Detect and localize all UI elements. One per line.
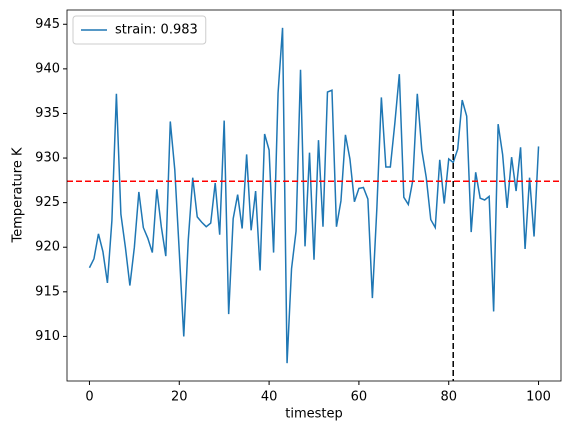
y-tick-label: 935 (35, 106, 60, 121)
y-tick-label: 945 (35, 17, 60, 32)
y-tick-label: 930 (35, 151, 60, 166)
x-tick-label: 40 (261, 390, 278, 405)
y-tick-label: 910 (35, 329, 60, 344)
x-tick-label: 80 (440, 390, 457, 405)
legend-box (72, 15, 207, 45)
y-tick-label: 925 (35, 195, 60, 210)
y-tick-label: 915 (35, 284, 60, 299)
x-tick-label: 0 (85, 390, 93, 405)
y-axis-label: Temperature K (11, 147, 26, 243)
plot-frame (66, 9, 562, 382)
x-axis-label: timestep (285, 407, 343, 422)
y-tick-label: 920 (35, 240, 60, 255)
y-tick-label: 940 (35, 61, 60, 76)
legend-label: strain: 0.983 (115, 23, 198, 38)
x-tick-label: 20 (171, 390, 188, 405)
x-tick-label: 100 (526, 390, 551, 405)
x-tick-label: 60 (351, 390, 368, 405)
data-line (88, 27, 540, 364)
